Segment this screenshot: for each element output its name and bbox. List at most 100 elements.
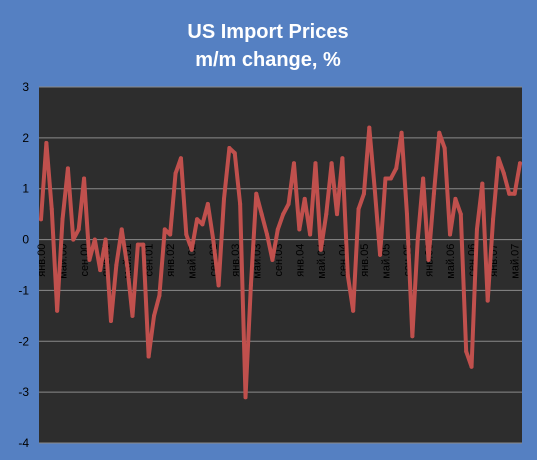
x-tick-label: янв.04 bbox=[294, 244, 306, 277]
data-point bbox=[464, 349, 469, 354]
data-point bbox=[388, 176, 393, 181]
data-point bbox=[55, 308, 60, 313]
x-tick-label: май.02 bbox=[187, 244, 199, 279]
x-tick-label: сен.01 bbox=[144, 244, 156, 277]
data-point bbox=[200, 222, 205, 227]
data-point bbox=[238, 201, 243, 206]
y-axis: 3 2 1 0 -1 -2 -3 -4 bbox=[18, 80, 29, 450]
data-point bbox=[399, 130, 404, 135]
data-point bbox=[410, 334, 415, 339]
data-point bbox=[189, 247, 194, 252]
y-tick-label: 0 bbox=[22, 233, 29, 247]
data-point bbox=[152, 313, 157, 318]
chart-title: US Import Prices bbox=[187, 21, 348, 43]
data-point bbox=[512, 191, 517, 196]
data-point bbox=[39, 217, 43, 222]
data-point bbox=[119, 227, 124, 232]
data-point bbox=[168, 232, 173, 237]
y-tick-label: -3 bbox=[18, 385, 29, 399]
data-point bbox=[157, 293, 162, 298]
data-point bbox=[394, 166, 399, 171]
data-point bbox=[518, 161, 522, 166]
data-point bbox=[448, 232, 453, 237]
data-point bbox=[146, 354, 151, 359]
data-point bbox=[265, 232, 270, 237]
data-point bbox=[76, 227, 81, 232]
series-line bbox=[39, 125, 522, 400]
data-point bbox=[125, 263, 130, 267]
y-tick-label: -2 bbox=[18, 334, 29, 348]
data-point bbox=[65, 166, 70, 171]
data-point bbox=[340, 156, 345, 161]
data-point bbox=[178, 156, 183, 161]
data-point bbox=[92, 237, 97, 242]
data-point bbox=[275, 227, 280, 232]
data-point bbox=[44, 140, 49, 145]
data-point bbox=[232, 151, 237, 156]
data-point bbox=[221, 196, 226, 201]
data-point bbox=[469, 364, 474, 369]
data-point bbox=[286, 201, 291, 206]
data-point bbox=[87, 257, 92, 262]
data-point bbox=[372, 186, 377, 191]
data-point bbox=[162, 227, 167, 232]
data-point bbox=[195, 217, 200, 222]
x-tick-label: янв.00 bbox=[36, 244, 48, 277]
data-point bbox=[378, 252, 383, 257]
data-point bbox=[507, 191, 512, 196]
data-point bbox=[501, 171, 506, 176]
data-point bbox=[281, 212, 286, 217]
data-point bbox=[415, 237, 420, 242]
x-tick-label: янв.03 bbox=[230, 244, 242, 277]
plot-area bbox=[39, 87, 522, 443]
data-point bbox=[367, 125, 372, 130]
series-group bbox=[39, 125, 522, 400]
data-point bbox=[49, 207, 54, 212]
x-tick-label: май.05 bbox=[380, 244, 392, 279]
data-point bbox=[211, 237, 216, 242]
data-point bbox=[135, 242, 140, 247]
data-point bbox=[453, 196, 458, 201]
data-point bbox=[426, 257, 431, 262]
data-point bbox=[431, 191, 436, 196]
data-point bbox=[474, 227, 479, 232]
y-tick-label: 2 bbox=[22, 131, 29, 145]
data-point bbox=[205, 201, 210, 206]
data-point bbox=[356, 207, 361, 212]
data-point bbox=[458, 212, 463, 217]
data-point bbox=[103, 237, 108, 242]
data-point bbox=[130, 313, 135, 318]
y-tick-label: 3 bbox=[22, 80, 29, 94]
x-tick-label: янв.05 bbox=[359, 244, 371, 277]
data-point bbox=[216, 283, 221, 288]
data-point bbox=[270, 257, 275, 262]
data-point bbox=[254, 191, 259, 196]
y-tick-label: 1 bbox=[22, 182, 29, 196]
data-point bbox=[141, 242, 146, 247]
data-point bbox=[173, 171, 178, 176]
data-point bbox=[313, 161, 318, 166]
data-point bbox=[248, 283, 253, 288]
data-point bbox=[243, 395, 248, 400]
x-tick-label: май.07 bbox=[510, 244, 522, 279]
data-point bbox=[227, 146, 232, 151]
data-point bbox=[329, 161, 334, 166]
data-point bbox=[351, 308, 356, 313]
data-point bbox=[335, 212, 340, 217]
x-tick-label: янв.02 bbox=[165, 244, 177, 277]
data-point bbox=[496, 156, 501, 161]
data-point bbox=[324, 212, 329, 217]
data-point bbox=[259, 212, 264, 217]
data-point bbox=[108, 318, 113, 323]
data-point bbox=[421, 176, 426, 181]
data-point bbox=[114, 263, 119, 267]
data-point bbox=[361, 191, 366, 196]
y-tick-label: -4 bbox=[18, 436, 29, 450]
data-point bbox=[442, 146, 447, 151]
data-point bbox=[60, 217, 65, 222]
data-point bbox=[82, 176, 87, 181]
y-tick-label: -1 bbox=[18, 283, 29, 297]
data-point bbox=[302, 196, 307, 201]
data-point bbox=[480, 181, 485, 186]
